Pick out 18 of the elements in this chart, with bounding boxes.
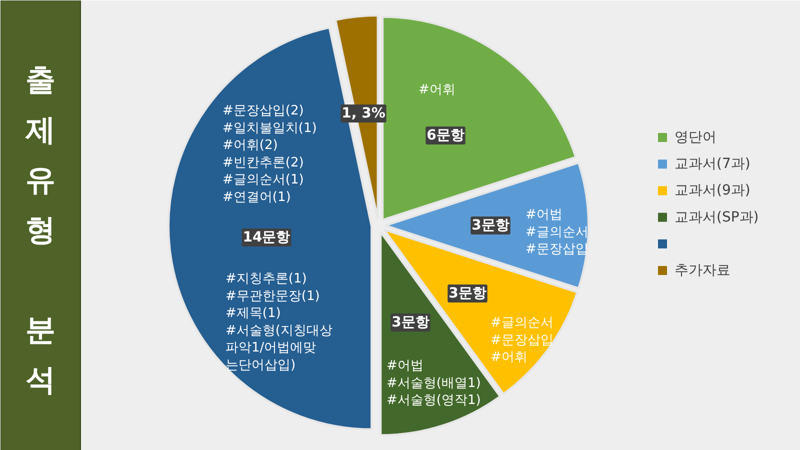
data-label: 6문항 — [426, 128, 464, 144]
text: #어법 #서술형(배열1) #서술형(영작1) — [386, 358, 481, 408]
data-label: 1, 3% — [342, 106, 386, 122]
legend-label: 교과서(SP과) — [674, 209, 759, 226]
legend-label: 영단어 — [674, 130, 716, 146]
text: #글의순서 #문장삽입 #어휘 — [490, 316, 554, 365]
data-label: 3문항 — [448, 286, 486, 302]
text: #어휘 — [418, 82, 456, 98]
data-label: 14문항 — [242, 230, 290, 246]
legend-label: 교과서(7과) — [674, 156, 750, 172]
legend-label: 교과서(9과) — [674, 182, 750, 199]
chart-title: 출제유형 분석 — [26, 63, 56, 398]
legend-label: 추가자료 — [674, 262, 730, 278]
text: #어법 #글의순서 #문장삽입 — [526, 208, 588, 257]
text: #문장삽입(2) #일치불일치(1) #어휘(2) #빈칸추론(2) #글의순서(1) #연결어(1) — [222, 104, 317, 205]
data-label: 3문항 — [392, 314, 430, 330]
text: #지칭추론(1) #무관한문장(1) #제목(1) #서술형(지칭대상 파악1/어법에맞 는단어삽입) — [226, 272, 332, 373]
data-label: 3문항 — [472, 218, 510, 234]
